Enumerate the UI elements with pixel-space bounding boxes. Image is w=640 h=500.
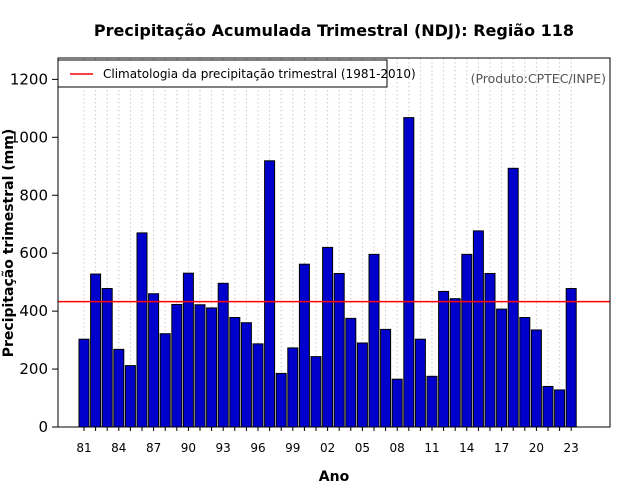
bar-16 bbox=[484, 272, 496, 428]
bar-15 bbox=[472, 230, 484, 428]
x-tick-label: 96 bbox=[250, 441, 265, 455]
x-tick-label: 87 bbox=[146, 441, 161, 455]
bar-21 bbox=[542, 385, 554, 428]
y-tick-label: 1000 bbox=[10, 128, 48, 146]
bar-81 bbox=[78, 338, 90, 428]
bar-86 bbox=[136, 232, 148, 428]
bar-91 bbox=[194, 304, 206, 428]
bar-09 bbox=[403, 117, 415, 428]
bar-17 bbox=[496, 308, 508, 428]
x-tick-label: 23 bbox=[564, 441, 579, 455]
y-tick-label: 400 bbox=[19, 302, 48, 320]
bar-97 bbox=[264, 160, 276, 428]
bar-00 bbox=[298, 263, 310, 428]
bar-08 bbox=[391, 378, 403, 428]
y-tick-label: 800 bbox=[19, 186, 48, 204]
bar-98 bbox=[275, 372, 287, 428]
bar-87 bbox=[148, 293, 160, 428]
bar-99 bbox=[287, 347, 299, 428]
bar-18 bbox=[507, 167, 519, 428]
bar-19 bbox=[519, 317, 531, 428]
bars bbox=[78, 117, 577, 428]
bar-94 bbox=[229, 317, 241, 428]
y-tick-label: 0 bbox=[38, 418, 48, 436]
y-tick-label: 200 bbox=[19, 360, 48, 378]
bar-03 bbox=[333, 272, 345, 428]
bar-22 bbox=[554, 389, 566, 428]
x-tick-label: 81 bbox=[76, 441, 91, 455]
bar-96 bbox=[252, 343, 264, 428]
y-axis: 0 200 400 600 800 1000 1200 bbox=[10, 70, 58, 436]
bar-04 bbox=[345, 317, 357, 428]
x-tick-label: 93 bbox=[216, 441, 231, 455]
x-tick-label: 05 bbox=[355, 441, 370, 455]
x-tick-label: 02 bbox=[320, 441, 335, 455]
bar-89 bbox=[171, 303, 183, 428]
bar-14 bbox=[461, 253, 473, 428]
x-tick-label: 20 bbox=[529, 441, 544, 455]
bar-88 bbox=[159, 333, 171, 428]
x-tick-label: 14 bbox=[459, 441, 474, 455]
y-tick-label: 1200 bbox=[10, 70, 48, 88]
chart-title: Precipitação Acumulada Trimestral (NDJ):… bbox=[94, 21, 574, 40]
legend-box bbox=[57, 59, 388, 88]
bar-20 bbox=[530, 329, 542, 428]
x-axis: 81 84 87 90 93 96 99 02 05 08 11 14 17 20 23 bbox=[76, 427, 579, 455]
bar-82 bbox=[90, 273, 102, 428]
bar-83 bbox=[101, 288, 113, 428]
bar-23 bbox=[565, 288, 577, 428]
legend: Climatologia da precipitação trimestral … bbox=[57, 59, 416, 88]
x-tick-label: 08 bbox=[390, 441, 405, 455]
bar-11 bbox=[426, 375, 438, 428]
x-axis-label: Ano bbox=[319, 469, 350, 485]
bar-01 bbox=[310, 356, 322, 428]
y-axis-label: Precipitação trimestral (mm) bbox=[1, 129, 17, 357]
y-tick-label: 600 bbox=[19, 244, 48, 262]
x-tick-label: 84 bbox=[111, 441, 126, 455]
x-tick-label: 90 bbox=[181, 441, 196, 455]
bar-95 bbox=[240, 322, 252, 428]
legend-label: Climatologia da precipitação trimestral … bbox=[103, 67, 416, 81]
bar-13 bbox=[449, 298, 461, 428]
bar-93 bbox=[217, 282, 229, 428]
bar-84 bbox=[113, 348, 125, 428]
credit-text: (Produto:CPTEC/INPE) bbox=[471, 71, 606, 86]
bar-05 bbox=[356, 342, 368, 428]
bar-10 bbox=[414, 338, 426, 428]
x-tick-label: 99 bbox=[285, 441, 300, 455]
x-tick-label: 17 bbox=[494, 441, 509, 455]
x-tick-label: 11 bbox=[424, 441, 439, 455]
bar-92 bbox=[206, 307, 218, 428]
bar-06 bbox=[368, 253, 380, 428]
bar-07 bbox=[380, 328, 392, 428]
bar-02 bbox=[322, 246, 334, 428]
bar-85 bbox=[124, 365, 136, 428]
plot-frame bbox=[57, 57, 611, 428]
bar-90 bbox=[182, 272, 194, 428]
bar-12 bbox=[438, 290, 450, 428]
